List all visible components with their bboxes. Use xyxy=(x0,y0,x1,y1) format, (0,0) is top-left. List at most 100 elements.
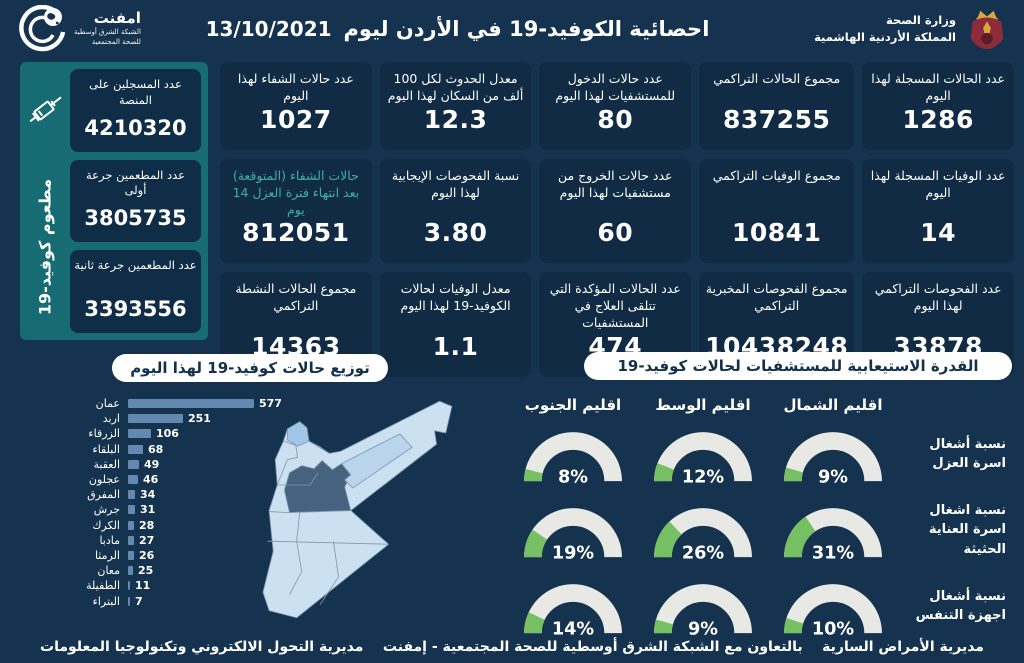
page-title-date: 13/10/2021 xyxy=(205,17,332,41)
bar-value: 28 xyxy=(139,518,155,532)
capacity-gauge-grid: اقليم الجنوب اقليم الوسط اقليم الشمال 8% 1… xyxy=(476,390,1012,644)
bar-category-label: مادبا xyxy=(99,533,120,547)
bar-row: الزرقاء 106 xyxy=(40,426,270,441)
stat-label: عدد الوفيات المسجلة لهذا اليوم xyxy=(870,167,1006,200)
stat-value: 80 xyxy=(597,104,634,134)
bar-row: العقبة 49 xyxy=(40,457,270,472)
gauge-arc: 14% xyxy=(524,584,622,639)
bar xyxy=(128,581,130,591)
bar-category-label: الرمثا xyxy=(94,548,120,562)
vaccine-stat-label: عدد المطعمين جرعة ثانية xyxy=(74,258,197,273)
ministry-line-1: وزارة الصحة xyxy=(886,13,956,28)
gauge-arc: 31% xyxy=(784,508,882,563)
stat-label: عدد الحالات المؤكدة التي تتلقى العلاج في… xyxy=(549,281,681,331)
stat-card: عدد حالات الشفاء لهذا اليوم 1027 xyxy=(220,62,372,150)
vaccination-panel: مطعوم كوفيد-19 عدد المسجلين على المنصة 4… xyxy=(20,62,208,340)
stat-value: 14 xyxy=(920,218,957,248)
footer-left-text: مديرية التحول الالكتروني وتكنولوجيا المع… xyxy=(40,639,364,655)
bar-category-label: المفرق xyxy=(87,488,120,502)
gauge-row-label: نسبة أشغال اجهزة التنفس xyxy=(915,588,1006,624)
vaccine-stat-value: 3805735 xyxy=(84,206,187,231)
emphnet-subline-1: الشبكة الشرق أوسطية xyxy=(74,27,141,36)
stat-label: عدد الفحوصات التراكمي لهذا اليوم xyxy=(874,281,1002,314)
stat-card: معدل الوفيات لحالات الكوفيد-19 لهذا اليو… xyxy=(379,272,532,377)
bar xyxy=(128,535,134,545)
gauge: 12% xyxy=(644,416,762,492)
bar xyxy=(128,399,254,409)
jordan-coat-of-arms-icon xyxy=(970,10,1004,50)
stat-card: نسبة الفحوصات الإيجابية لهذا اليوم 3.80 xyxy=(379,158,532,264)
bar-value: 577 xyxy=(259,397,282,411)
gauge-value: 14% xyxy=(552,619,595,639)
ministry-line-2: المملكة الأردنية الهاشمية xyxy=(814,30,956,44)
emphnet-globe-icon xyxy=(19,5,66,52)
vaccine-stat-card: عدد المطعمين جرعة أولى 3805735 xyxy=(70,159,201,243)
gauge: 14% xyxy=(514,568,632,644)
gauge-arc: 9% xyxy=(654,584,752,639)
stat-cards-grid: عدد حالات الشفاء لهذا اليوم 1027 معدل ال… xyxy=(220,62,1014,377)
stat-card: عدد حالات الدخول للمستشفيات لهذا اليوم 8… xyxy=(539,62,692,150)
gauge-arc: 12% xyxy=(654,432,752,487)
bar-value: 26 xyxy=(139,548,155,562)
bar-category-label: جرش xyxy=(93,503,120,517)
gauge-value: 19% xyxy=(552,543,595,563)
bar-row: الكرك 28 xyxy=(40,518,270,533)
hospital-capacity-section: القدرة الاستيعابية للمستشفيات لحالات كوف… xyxy=(476,348,1016,639)
bar-category-label: الطفيلة xyxy=(86,579,120,593)
bar-category-label: البلقاء xyxy=(92,442,120,456)
distribution-chart-title: توزيع حالات كوفيد-19 لهذا اليوم xyxy=(112,354,388,382)
gauge: 8% xyxy=(514,416,632,492)
gauge-value: 12% xyxy=(682,467,725,487)
stat-value: 1.1 xyxy=(432,332,479,361)
stat-card: مجموع الحالات التراكمي 837255 xyxy=(699,62,855,150)
region-header: اقليم الجنوب xyxy=(524,396,622,414)
vaccine-stat-card: عدد المسجلين على المنصة 4210320 xyxy=(70,69,201,152)
emphnet-name: امفنت xyxy=(93,9,141,28)
stat-label: مجموع الحالات النشطة التراكمي xyxy=(235,281,357,314)
stat-label: نسبة الفحوصات الإيجابية لهذا اليوم xyxy=(391,167,520,200)
stat-label: عدد حالات الخروج من مستشفيات لهذا اليوم xyxy=(558,167,673,200)
vaccine-stat-card: عدد المطعمين جرعة ثانية 3393556 xyxy=(70,250,201,334)
capacity-section-title: القدرة الاستيعابية للمستشفيات لحالات كوف… xyxy=(584,352,1012,380)
gauge: 19% xyxy=(514,492,632,568)
stat-label: مجموع الوفيات التراكمي xyxy=(712,167,841,183)
bar-value: 34 xyxy=(140,488,156,502)
vaccine-stat-label: عدد المسجلين على المنصة xyxy=(89,77,182,107)
vaccination-panel-side: مطعوم كوفيد-19 xyxy=(20,69,70,333)
bar-row: جرش 31 xyxy=(40,502,270,517)
stat-card: عدد حالات الخروج من مستشفيات لهذا اليوم … xyxy=(539,158,692,264)
gauge-arc: 19% xyxy=(524,508,622,563)
stat-value: 10841 xyxy=(731,218,822,248)
stat-value: 3.80 xyxy=(423,218,488,248)
bar-row: الرمثا 26 xyxy=(40,548,270,563)
ministry-text: وزارة الصحة المملكة الأردنية الهاشمية xyxy=(814,12,956,45)
footer-right-text: مديرية الأمراض السارية xyxy=(822,639,984,655)
bar-value: 46 xyxy=(143,473,159,487)
vaccination-vertical-label: مطعوم كوفيد-19 xyxy=(35,178,55,316)
gauge-arc: 10% xyxy=(784,584,882,639)
stat-card: معدل الحدوث لكل 100 ألف من السكان لهذا ا… xyxy=(379,62,532,150)
gauge-arc: 26% xyxy=(654,508,752,563)
gauge-value: 9% xyxy=(818,467,848,487)
emphnet-subline-2: للصحة المجتمعية xyxy=(91,38,141,47)
bar-row: البلقاء 68 xyxy=(40,442,270,457)
stat-label: مجموع الحالات التراكمي xyxy=(713,71,841,86)
bar-category-label: عجلون xyxy=(88,473,120,487)
page-title: احصائية الكوفيد-19 في الأردن ليوم 13/10/… xyxy=(206,17,710,41)
bar xyxy=(128,475,138,485)
stat-card: حالات الشفاء (المتوقعة) بعد انتهاء فترة … xyxy=(220,158,372,264)
stat-label: عدد حالات الدخول للمستشفيات لهذا اليوم xyxy=(555,71,676,103)
vaccination-cards: عدد المسجلين على المنصة 4210320 عدد المط… xyxy=(70,69,201,334)
stat-value: 60 xyxy=(597,218,634,248)
bar xyxy=(128,490,135,500)
bar-category-label: معان xyxy=(97,564,120,578)
syringe-icon xyxy=(29,96,62,123)
bar-row: المفرق 34 xyxy=(40,487,270,502)
governorate-bar-chart: عمان 577 اربد 251 الزرقاء 106 البلقاء 68… xyxy=(40,396,282,609)
case-distribution-section: توزيع حالات كوفيد-19 لهذا اليوم عمان 577… xyxy=(18,348,476,633)
bar-value: 11 xyxy=(135,579,151,593)
gauge-value: 26% xyxy=(682,543,725,563)
vaccine-stat-value: 3393556 xyxy=(84,297,187,322)
gauge: 26% xyxy=(644,492,762,568)
